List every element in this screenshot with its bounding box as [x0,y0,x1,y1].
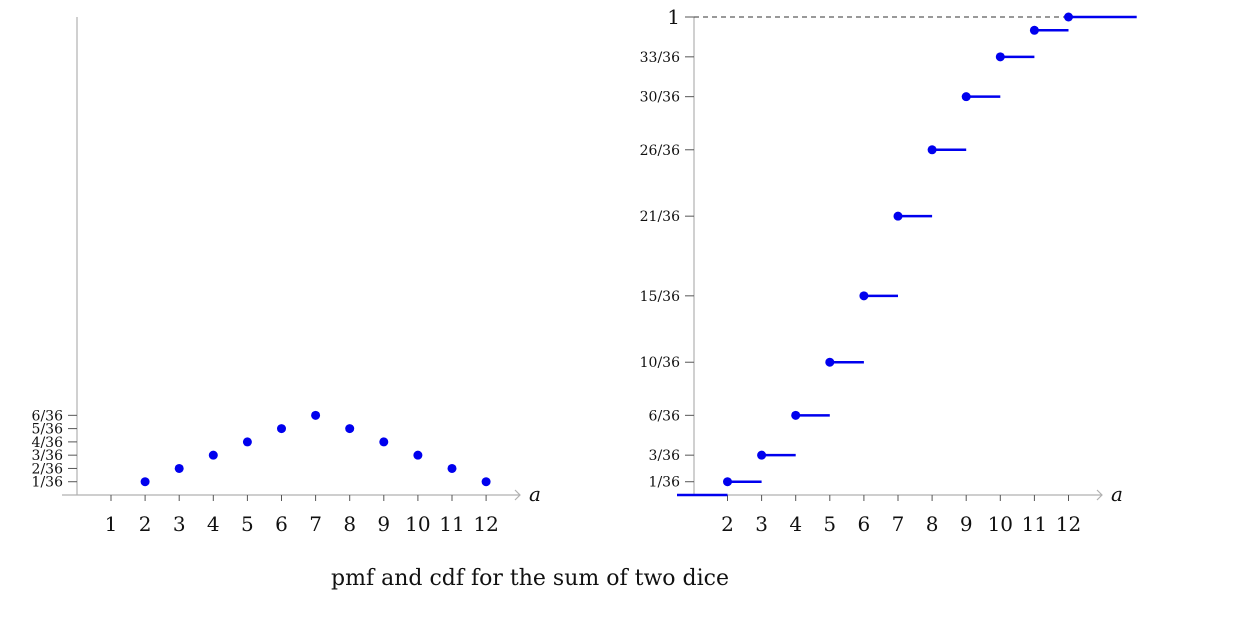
cdf-point [961,92,971,102]
y-tick-label: 3/36 [649,448,681,464]
pmf-point [379,437,389,447]
y-tick-label: 15/36 [640,289,680,305]
pmf-plot: a1 2 3 4 5 6 7 8 9 10 11 121/362/363/364/365/366/36 [32,17,541,536]
cdf-point [723,477,732,487]
y-tick-label: 4/36 [32,435,64,451]
pmf-point [311,410,321,420]
x-tick-label: 6 [275,512,288,536]
y-tick-label: 33/36 [640,50,680,66]
pmf-point [208,450,218,460]
x-tick-label: 8 [343,512,356,536]
x-tick-label: 4 [789,512,802,536]
x-tick-label: 8 [926,512,939,536]
y-tick-label: 1/36 [649,475,681,491]
pmf-point [481,477,491,487]
x-axis-arrow [1096,489,1103,501]
pmf-point [174,463,184,473]
x-axis-label: a [529,482,541,506]
y-tick-label: 26/36 [640,143,680,159]
x-tick-label: 3 [173,512,186,536]
cdf-point [995,52,1005,62]
x-tick-label: 4 [207,512,220,536]
pmf-point [447,463,457,473]
x-tick-label: 9 [960,512,973,536]
x-tick-label: 2 [721,512,734,536]
pmf-point [277,424,286,434]
y-tick-label: 1/36 [32,475,64,491]
cdf-point [1029,25,1039,35]
y-tick-label: 21/36 [640,209,680,225]
x-tick-label: 6 [858,512,871,536]
y-tick-label: 1 [667,5,680,29]
y-tick-label: 6/36 [32,408,64,424]
cdf-point [791,410,801,420]
x-tick-label: 1 [105,512,118,536]
y-tick-label: 6/36 [649,408,681,424]
x-tick-label: 7 [309,512,322,536]
x-tick-label: 12 [473,512,498,536]
x-axis-label: a [1111,482,1123,506]
x-tick-label: 7 [892,512,905,536]
x-tick-label: 5 [241,512,254,536]
cdf-point [1064,12,1073,22]
x-tick-label: 10 [988,512,1013,536]
pmf-point [413,450,423,460]
x-tick-label: 11 [1022,512,1047,536]
y-tick-label: 5/36 [32,422,64,438]
cdf-point [927,145,937,155]
x-axis-arrow [514,489,521,501]
cdf-point [825,357,835,367]
cdf-point [757,450,767,460]
x-tick-label: 2 [139,512,152,536]
cdf-point [893,211,903,221]
figure-caption: pmf and cdf for the sum of two dice [331,566,729,591]
pmf-point [345,424,355,434]
x-tick-label: 12 [1056,512,1081,536]
x-tick-label: 11 [439,512,464,536]
y-tick-label: 3/36 [32,448,64,464]
y-tick-label: 2/36 [32,461,64,477]
pmf-point [140,477,150,487]
y-tick-label: 30/36 [640,90,680,106]
pmf-point [242,437,252,447]
x-tick-label: 3 [755,512,768,536]
y-tick-label: 10/36 [640,355,680,371]
x-tick-label: 10 [405,512,430,536]
x-tick-label: 5 [823,512,836,536]
cdf-plot: a 2 3 4 5 6 7 8 9 10 11 12 1/36 3/36 6/36 10/36 15/36 21/… [640,5,1137,536]
x-tick-label: 9 [377,512,390,536]
cdf-point [859,291,869,301]
